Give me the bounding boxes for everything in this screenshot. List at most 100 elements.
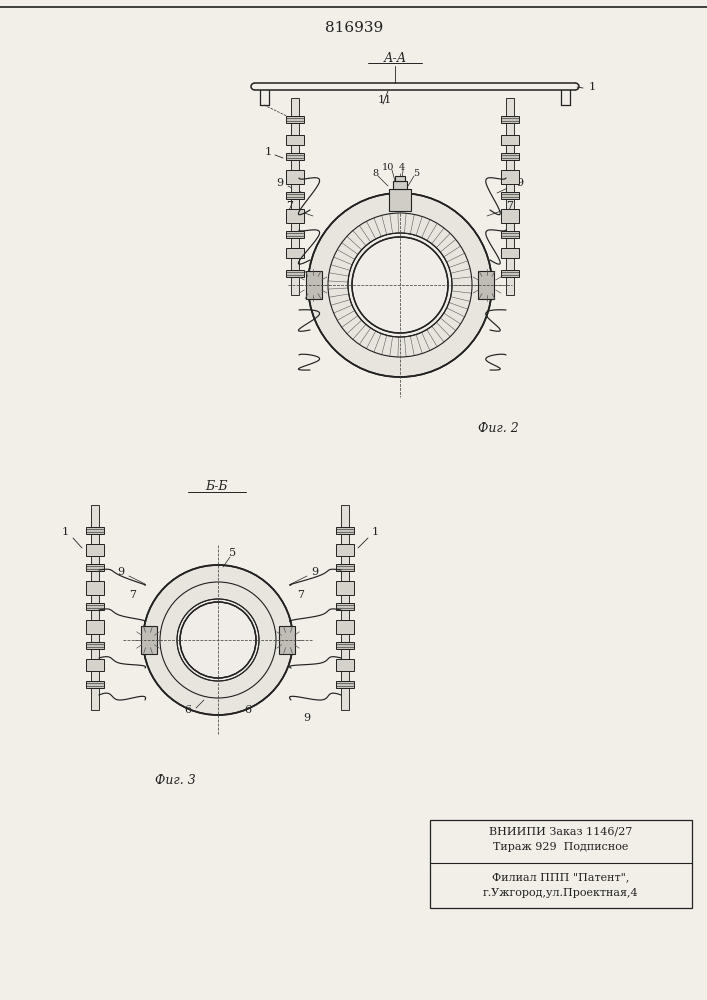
Bar: [506, 199, 514, 209]
Bar: [291, 98, 299, 116]
Bar: [336, 527, 354, 534]
Circle shape: [177, 599, 259, 681]
Bar: [478, 271, 494, 299]
Bar: [336, 681, 354, 688]
Bar: [286, 170, 304, 184]
Bar: [501, 270, 519, 277]
Bar: [86, 603, 104, 610]
Bar: [341, 634, 349, 642]
Bar: [286, 192, 304, 199]
Bar: [141, 626, 157, 654]
Text: 7: 7: [286, 201, 293, 211]
Text: 6: 6: [185, 705, 192, 715]
Bar: [395, 176, 405, 181]
Text: 9: 9: [312, 567, 319, 577]
Bar: [306, 271, 322, 299]
Bar: [291, 184, 299, 192]
Bar: [501, 248, 519, 258]
Text: 6: 6: [245, 705, 252, 715]
Text: Филиал ППП "Патент",: Филиал ППП "Патент",: [492, 872, 630, 882]
Bar: [286, 209, 304, 223]
Bar: [291, 160, 299, 170]
Bar: [91, 595, 99, 603]
Bar: [286, 153, 304, 160]
Bar: [341, 505, 349, 527]
Bar: [91, 505, 99, 527]
Bar: [501, 116, 519, 123]
Bar: [336, 564, 354, 571]
Bar: [279, 626, 295, 654]
Bar: [336, 603, 354, 610]
Bar: [86, 620, 104, 634]
Bar: [286, 231, 304, 238]
Bar: [501, 170, 519, 184]
Bar: [286, 248, 304, 258]
Bar: [501, 231, 519, 238]
Bar: [286, 116, 304, 123]
Bar: [506, 258, 514, 270]
Bar: [91, 688, 99, 710]
Text: 7: 7: [129, 590, 136, 600]
Bar: [291, 277, 299, 295]
Bar: [336, 544, 354, 556]
Bar: [501, 209, 519, 223]
Bar: [86, 659, 104, 671]
Bar: [506, 145, 514, 153]
Text: Фиг. 2: Фиг. 2: [478, 422, 518, 434]
Text: Фиг. 3: Фиг. 3: [155, 774, 195, 786]
Bar: [341, 571, 349, 581]
Bar: [506, 98, 514, 116]
Bar: [91, 534, 99, 544]
Bar: [286, 270, 304, 277]
Bar: [291, 238, 299, 248]
Text: 816939: 816939: [325, 21, 383, 35]
Bar: [393, 181, 407, 189]
Circle shape: [143, 565, 293, 715]
Circle shape: [308, 193, 492, 377]
Bar: [86, 527, 104, 534]
Bar: [91, 610, 99, 620]
Bar: [91, 556, 99, 564]
Text: ВНИИПИ Заказ 1146/27: ВНИИПИ Заказ 1146/27: [489, 827, 633, 837]
Bar: [291, 223, 299, 231]
Bar: [91, 649, 99, 659]
Bar: [501, 153, 519, 160]
Bar: [291, 199, 299, 209]
Bar: [506, 238, 514, 248]
Bar: [286, 135, 304, 145]
Bar: [91, 634, 99, 642]
Bar: [430, 820, 692, 908]
Bar: [336, 659, 354, 671]
Bar: [86, 564, 104, 571]
Text: г.Ужгород,ул.Проектная,4: г.Ужгород,ул.Проектная,4: [483, 888, 639, 898]
Bar: [336, 581, 354, 595]
Bar: [341, 556, 349, 564]
Bar: [336, 620, 354, 634]
Text: 1: 1: [264, 147, 271, 157]
Bar: [336, 642, 354, 649]
Bar: [501, 135, 519, 145]
Bar: [291, 123, 299, 135]
Text: 1: 1: [371, 527, 378, 537]
Circle shape: [348, 233, 452, 337]
Text: 5: 5: [413, 168, 419, 178]
Text: Тираж 929  Подписное: Тираж 929 Подписное: [493, 842, 629, 852]
Bar: [86, 681, 104, 688]
Text: 8: 8: [372, 168, 378, 178]
Bar: [291, 258, 299, 270]
Bar: [501, 192, 519, 199]
Bar: [86, 544, 104, 556]
Text: 11: 11: [378, 95, 392, 105]
Bar: [506, 223, 514, 231]
Circle shape: [180, 602, 256, 678]
Bar: [506, 160, 514, 170]
Bar: [341, 534, 349, 544]
Bar: [341, 688, 349, 710]
Text: 9: 9: [303, 713, 310, 723]
Bar: [506, 184, 514, 192]
Text: 1: 1: [588, 82, 595, 92]
Bar: [389, 189, 411, 211]
Circle shape: [352, 237, 448, 333]
Bar: [91, 571, 99, 581]
Bar: [341, 671, 349, 681]
